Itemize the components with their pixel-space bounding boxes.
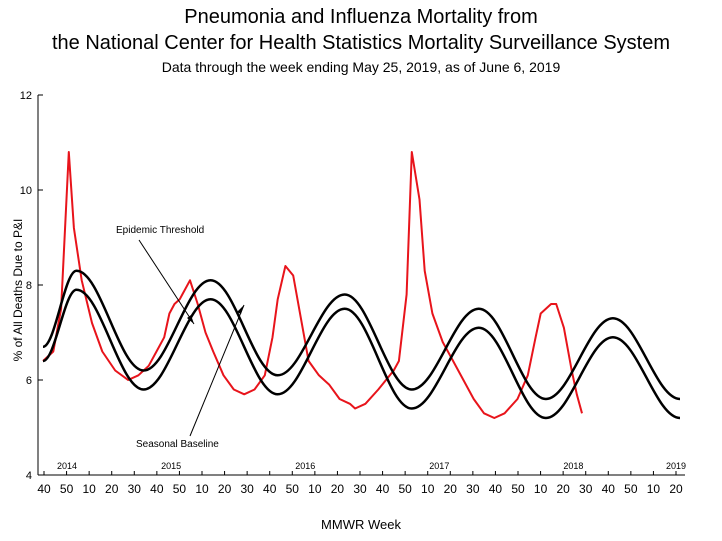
year-label: 2019	[666, 461, 686, 471]
x-tick-label: 40	[376, 482, 390, 496]
chart-subtitle: Data through the week ending May 25, 201…	[161, 59, 561, 75]
chart-title-line-2: the National Center for Health Statistic…	[51, 32, 671, 54]
x-tick-label: 30	[579, 482, 593, 496]
annotation-epidemic-threshold-label: Epidemic Threshold	[116, 225, 204, 236]
series-line-epidemic-threshold	[42, 269, 681, 401]
series-line-observed	[42, 151, 583, 419]
series-line-seasonal-baseline	[42, 288, 681, 420]
y-axis-ticks: 4 6 8 10 12	[20, 90, 43, 482]
x-tick-label: 40	[263, 482, 277, 496]
year-label: 2014	[57, 461, 77, 471]
year-label: 2015	[161, 461, 181, 471]
year-label: 2018	[563, 461, 583, 471]
annotation-epidemic-threshold-arrowhead	[187, 315, 194, 324]
x-tick-label: 50	[60, 482, 74, 496]
year-label: 2016	[295, 461, 315, 471]
x-tick-label: 40	[37, 482, 51, 496]
x-tick-label: 20	[556, 482, 570, 496]
x-axis-label: MMWR Week	[321, 517, 401, 532]
annotation-seasonal-baseline-arrowhead	[237, 305, 244, 314]
annotation-seasonal-baseline-label: Seasonal Baseline	[136, 439, 219, 450]
x-tick-label: 10	[647, 482, 661, 496]
y-tick-label: 4	[26, 470, 32, 482]
x-tick-label: 10	[308, 482, 322, 496]
annotation-epidemic-threshold-arrow	[138, 239, 195, 325]
x-tick-label: 50	[511, 482, 525, 496]
chart-title-line-1: Pneumonia and Influenza Mortality from	[184, 6, 538, 28]
x-tick-label: 30	[466, 482, 480, 496]
x-tick-label: 10	[195, 482, 209, 496]
x-tick-label: 20	[669, 482, 683, 496]
year-label: 2017	[429, 461, 449, 471]
x-tick-label: 50	[286, 482, 300, 496]
x-tick-label: 20	[444, 482, 458, 496]
x-tick-label: 10	[82, 482, 96, 496]
x-tick-label: 20	[331, 482, 345, 496]
y-tick-label: 8	[26, 280, 32, 292]
chart-axes	[37, 95, 685, 476]
y-tick-label: 6	[26, 375, 32, 387]
series-lines	[42, 151, 681, 420]
x-tick-label: 30	[240, 482, 254, 496]
x-tick-label: 20	[105, 482, 119, 496]
x-tick-label: 50	[173, 482, 187, 496]
x-tick-label: 40	[489, 482, 503, 496]
x-tick-label: 40	[602, 482, 616, 496]
x-tick-label: 50	[624, 482, 638, 496]
y-tick-label: 12	[20, 90, 32, 102]
x-tick-label: 40	[150, 482, 164, 496]
y-axis-label: % of All Deaths Due to P&I	[11, 219, 25, 362]
x-tick-label: 10	[421, 482, 435, 496]
x-tick-label: 20	[218, 482, 232, 496]
x-tick-label: 50	[398, 482, 412, 496]
year-labels: 2014 2015 2016 2017 2018 2019	[57, 461, 686, 471]
y-tick-label: 10	[20, 185, 32, 197]
annotation-seasonal-baseline-arrow	[189, 304, 245, 437]
x-tick-label: 30	[128, 482, 142, 496]
x-tick-label: 10	[534, 482, 548, 496]
x-axis-ticks: 40 50 10 20 30 40 50 10 20 30 40 50 10 20 30 40 50 10 20 30…	[37, 471, 683, 496]
x-tick-label: 30	[353, 482, 367, 496]
